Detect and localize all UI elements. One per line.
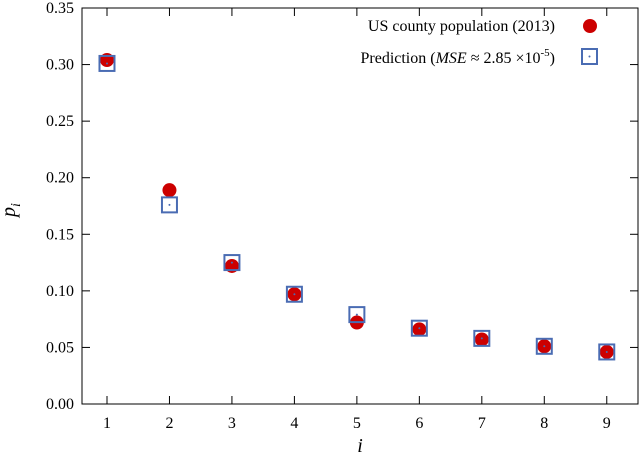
prediction-point-dot — [480, 337, 483, 340]
prediction-point — [410, 319, 428, 337]
y-axis-label: pi — [0, 203, 24, 219]
y-tick-label: 0.35 — [46, 0, 74, 17]
prediction-point-dot — [355, 313, 358, 316]
prediction-point — [598, 343, 616, 361]
legend-label-prediction: Prediction (MSE ≈ 2.85 ×10-5) — [360, 47, 555, 67]
y-axis-label-main: p — [0, 207, 20, 219]
x-axis-label: i — [357, 435, 363, 457]
legend-marker-observed — [583, 19, 597, 33]
prediction-point-dot — [418, 327, 421, 330]
series-observed — [99, 53, 614, 359]
prediction-point-dot — [605, 350, 608, 353]
x-tick-label: 1 — [103, 415, 111, 432]
observed-point — [162, 183, 177, 198]
prediction-point — [223, 254, 241, 272]
prediction-point — [98, 54, 116, 72]
x-tick-label: 4 — [290, 415, 298, 432]
plot-frame — [81, 7, 639, 405]
x-tick-label: 7 — [478, 415, 486, 432]
prediction-point — [348, 306, 366, 324]
prediction-point — [473, 329, 491, 347]
prediction-point-dot — [293, 293, 296, 296]
prediction-point-dot — [168, 203, 171, 206]
prediction-point-dot — [105, 62, 108, 65]
x-tick-label: 6 — [415, 415, 423, 432]
x-tick-label: 3 — [228, 415, 236, 432]
y-axis-label-sub: i — [9, 203, 24, 207]
prediction-point — [285, 285, 303, 303]
prediction-point-dot — [543, 345, 546, 348]
y-axis-ticks: 0.00 0.05 0.10 0.15 0.20 0.25 0.30 0.35 — [46, 0, 638, 413]
y-tick-label: 0.25 — [46, 113, 74, 130]
x-tick-label: 8 — [540, 415, 548, 432]
observed-point — [412, 322, 427, 337]
legend: US county population (2013) Prediction (… — [360, 18, 598, 67]
y-tick-label: 0.20 — [46, 170, 74, 187]
y-tick-label: 0.30 — [46, 57, 74, 74]
legend-marker-prediction — [581, 48, 598, 65]
svg-text:pi: pi — [0, 203, 24, 219]
prediction-point-dot — [230, 261, 233, 264]
legend-marker-prediction-dot — [588, 55, 591, 58]
y-tick-label: 0.10 — [46, 283, 74, 300]
prediction-point — [535, 337, 553, 355]
prediction-point — [160, 196, 178, 214]
x-tick-label: 5 — [353, 415, 361, 432]
series-prediction — [98, 54, 616, 361]
x-tick-label: 2 — [165, 415, 173, 432]
observed-point — [474, 332, 489, 347]
x-axis-ticks: 1 2 3 4 5 6 7 8 9 — [103, 8, 611, 432]
y-tick-label: 0.15 — [46, 226, 74, 243]
y-tick-label: 0.05 — [46, 339, 74, 356]
x-tick-label: 9 — [603, 415, 611, 432]
y-tick-label: 0.00 — [46, 396, 74, 413]
legend-label-observed: US county population (2013) — [368, 18, 555, 35]
